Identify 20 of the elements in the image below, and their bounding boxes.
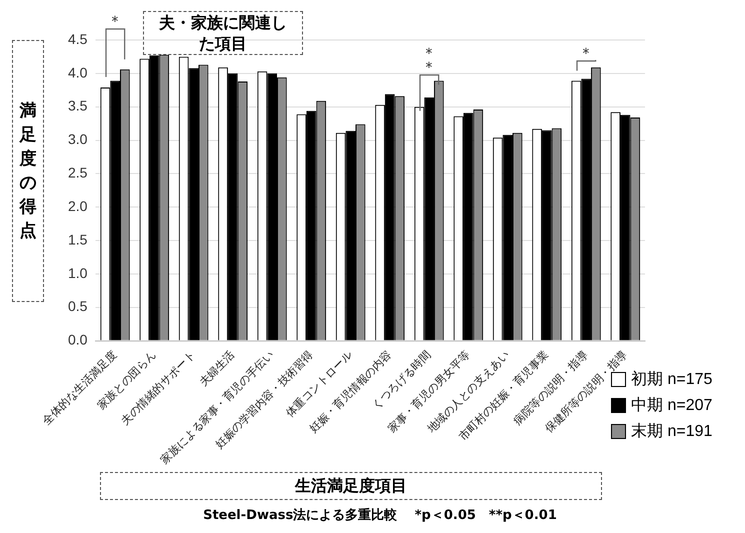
annotation: ＊＊	[420, 44, 438, 76]
y-tick-label: 3.0	[68, 131, 88, 148]
legend-label: 末期 n=191	[631, 422, 712, 442]
text: ＊	[106, 12, 124, 30]
legend-label: 中期 n=207	[631, 396, 712, 416]
annotation: ＊	[578, 44, 595, 62]
y-tick-label: 3.5	[68, 98, 88, 114]
x-axis-title: 生活満足度項目	[100, 472, 602, 500]
y-tick-label: 4.0	[68, 64, 88, 80]
y-axis-title: 満足度の得点	[19, 100, 37, 243]
y-tick-label: 1.0	[68, 264, 88, 281]
annotation: 夫・家族に関連した項目	[143, 11, 304, 55]
y-tick-label: 0.5	[68, 298, 88, 314]
y-tick-label: 0.0	[68, 332, 88, 348]
y-tick-label: 2.5	[68, 164, 88, 181]
text: Steel-Dwass法による多重比較 *p＜0.05 **p＜0.01	[202, 506, 558, 524]
y-tick-label: 2.0	[68, 198, 88, 214]
y-tick-label: 4.5	[68, 30, 88, 47]
legend-label: 初期 n=175	[631, 370, 712, 390]
y-tick-label: 1.5	[68, 231, 88, 248]
